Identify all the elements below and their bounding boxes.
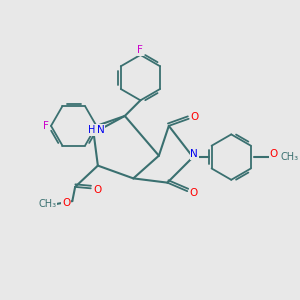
Text: O: O: [93, 185, 101, 195]
Text: F: F: [43, 121, 49, 131]
Text: CH₃: CH₃: [280, 152, 298, 162]
Text: N: N: [190, 149, 198, 159]
Text: F: F: [137, 45, 143, 55]
Text: O: O: [270, 149, 278, 159]
Text: H: H: [88, 125, 96, 135]
Text: O: O: [189, 188, 198, 198]
Text: CH₃: CH₃: [39, 199, 57, 209]
Text: N: N: [97, 125, 105, 135]
Text: O: O: [191, 112, 199, 122]
Text: O: O: [62, 197, 70, 208]
